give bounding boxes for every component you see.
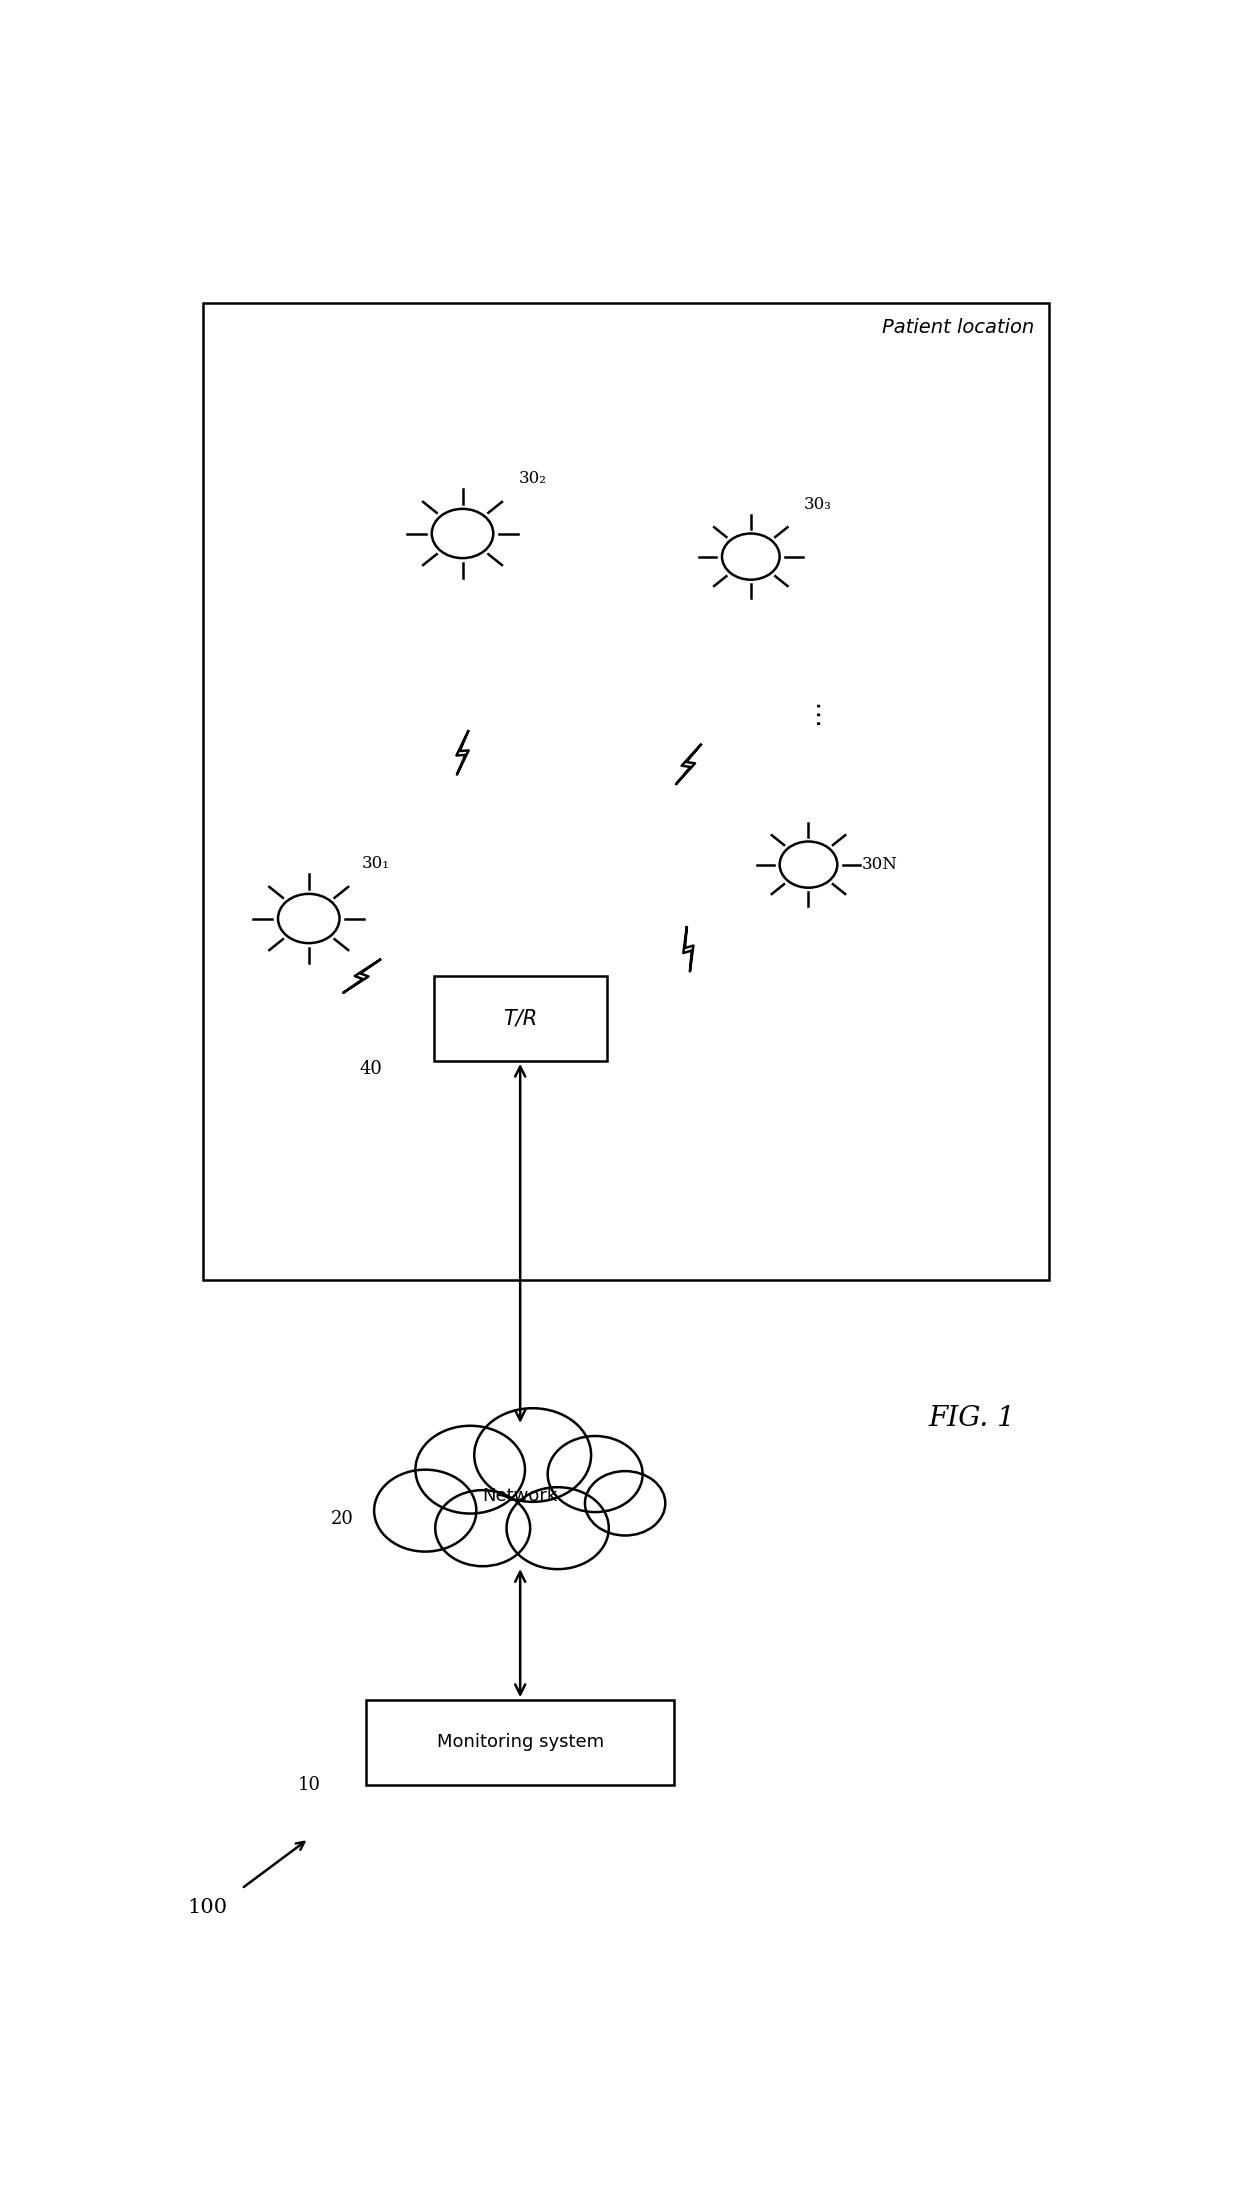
Text: 20: 20 <box>331 1509 353 1529</box>
Text: Monitoring system: Monitoring system <box>436 1734 604 1751</box>
Bar <box>434 977 606 1060</box>
Text: 10: 10 <box>298 1775 320 1793</box>
Text: 100: 100 <box>187 1899 228 1918</box>
Circle shape <box>374 1470 476 1551</box>
Text: Patient location: Patient location <box>882 317 1034 337</box>
Text: 40: 40 <box>360 1060 383 1078</box>
Text: 30₃: 30₃ <box>804 495 832 513</box>
Circle shape <box>474 1408 591 1503</box>
Text: 30N: 30N <box>862 856 898 873</box>
Circle shape <box>506 1487 609 1569</box>
Text: T/R: T/R <box>503 1008 537 1030</box>
Bar <box>367 1701 675 1784</box>
Text: 30₁: 30₁ <box>362 854 389 871</box>
Text: Network: Network <box>482 1487 558 1505</box>
Text: 30₂: 30₂ <box>518 469 546 486</box>
Bar <box>203 301 1049 1280</box>
Text: FIG. 1: FIG. 1 <box>929 1406 1016 1432</box>
Circle shape <box>585 1472 666 1536</box>
Circle shape <box>435 1489 531 1566</box>
Text: ⋯: ⋯ <box>805 697 831 724</box>
Circle shape <box>415 1426 525 1514</box>
Circle shape <box>548 1437 642 1511</box>
